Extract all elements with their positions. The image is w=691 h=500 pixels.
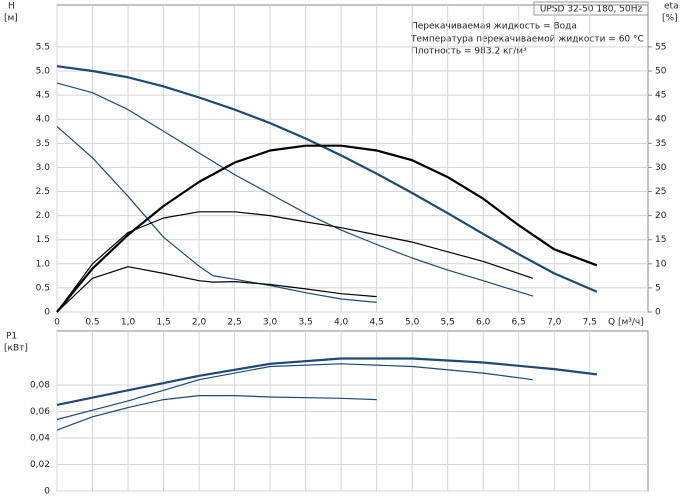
curve	[56, 357, 598, 406]
y-axis-unit: [кВт]	[4, 344, 28, 354]
y-tick-label: 5.0	[36, 67, 51, 77]
y-tick-label: 4.5	[36, 91, 50, 101]
plot-frame	[56, 4, 649, 313]
y-axis-label: H	[8, 2, 15, 12]
annotation: Перекачиваемая жидкость = Вода	[411, 22, 577, 32]
y-axis-unit: [м]	[4, 14, 18, 24]
y2-axis-unit: [%]	[662, 14, 678, 24]
x-tick-label: 2,0	[192, 318, 207, 328]
y2-axis-label: eta	[664, 2, 679, 12]
x-axis-label: Q [м³/ч]	[608, 318, 644, 328]
y2-tick-label: 20	[655, 211, 667, 221]
x-tick-label: 1,5	[156, 318, 170, 328]
curve	[56, 363, 533, 421]
curve	[56, 65, 598, 293]
x-tick-label: 6,5	[512, 318, 526, 328]
y-axis-label: P1	[6, 332, 17, 342]
y-tick-label: 4.0	[36, 115, 51, 125]
x-tick-label: 3,5	[298, 318, 312, 328]
x-tick-label: 1,0	[121, 318, 136, 328]
curve	[56, 126, 377, 303]
y-tick-label: 3.0	[36, 163, 51, 173]
y2-tick-label: 15	[655, 235, 666, 245]
y2-tick-label: 10	[655, 259, 667, 269]
curve	[56, 395, 377, 431]
y-tick-label: 0,08	[30, 381, 50, 391]
y2-tick-label: 40	[655, 115, 667, 125]
y2-tick-label: 25	[655, 187, 666, 197]
x-tick-label: 5,5	[441, 318, 455, 328]
y-tick-label: 1.5	[36, 235, 50, 245]
x-tick-label: 0.5	[85, 318, 99, 328]
y-tick-label: 3.5	[36, 139, 50, 149]
annotation: Температура перекачиваемой жидкости = 60…	[410, 35, 644, 45]
y-tick-label: 0	[44, 487, 50, 497]
curve	[56, 82, 534, 297]
y2-tick-label: 45	[655, 91, 666, 101]
y-tick-label: 0.5	[36, 283, 50, 293]
y2-tick-label: 0	[655, 308, 661, 318]
y2-tick-label: 50	[655, 67, 667, 77]
y2-tick-label: 30	[655, 163, 667, 173]
y-tick-label: 0,04	[30, 434, 50, 444]
curve	[56, 211, 534, 313]
curve	[56, 144, 598, 313]
y2-tick-label: 35	[655, 139, 666, 149]
x-tick-label: 2,5	[227, 318, 241, 328]
annotation: Плотность = 983.2 кг/м³	[411, 47, 527, 57]
y-tick-label: 1.0	[36, 259, 51, 269]
y-tick-label: 0	[44, 308, 50, 318]
x-tick-label: 7,0	[547, 318, 562, 328]
curve	[56, 266, 377, 313]
x-tick-label: 7,5	[583, 318, 597, 328]
y2-tick-label: 5	[655, 283, 661, 293]
y2-tick-label: 55	[655, 42, 666, 52]
x-tick-label: 3,0	[263, 318, 278, 328]
plot-frame	[56, 330, 649, 492]
y-tick-label: 5.5	[36, 42, 50, 52]
x-tick-label: 4,0	[334, 318, 349, 328]
chart-title: UPSD 32-50 180, 50Hz	[540, 5, 643, 15]
y-tick-label: 2.0	[36, 211, 51, 221]
x-tick-label: 4,5	[369, 318, 383, 328]
y-tick-label: 0,06	[30, 407, 50, 417]
y-tick-label: 0,02	[30, 460, 50, 470]
x-tick-label: 6,0	[476, 318, 491, 328]
x-tick-label: 0	[54, 318, 60, 328]
y-tick-label: 2.5	[36, 187, 50, 197]
x-tick-label: 5,0	[405, 318, 420, 328]
